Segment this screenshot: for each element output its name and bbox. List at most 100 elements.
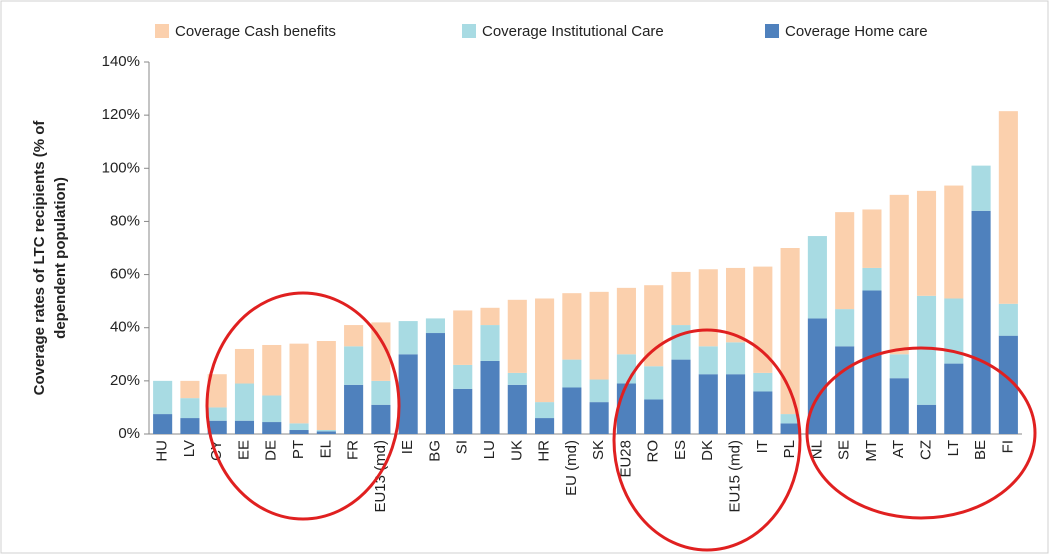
bar-segment (507, 384, 527, 434)
bar-segment (644, 366, 664, 400)
x-tick-label: LU (481, 440, 498, 459)
bar-segment (234, 383, 255, 421)
bar-segment (480, 307, 500, 326)
bar-segment (453, 310, 473, 365)
bar-segment (316, 430, 336, 432)
x-tick-label: ES (672, 440, 689, 460)
bar-segment (207, 374, 227, 408)
highlight-circle (805, 346, 1037, 520)
bar-segment (425, 333, 446, 434)
bar-segment (835, 346, 855, 434)
x-tick-label: EU13 (md) (372, 440, 389, 513)
x-tick-label: IE (399, 440, 416, 454)
y-tick-label: 120% (102, 106, 140, 123)
legend-swatch (765, 24, 779, 38)
x-tick-label: LV (181, 440, 198, 457)
bar-segment (180, 380, 200, 399)
bar-segment (562, 359, 582, 388)
annotations (205, 291, 1037, 552)
bar-segment (207, 420, 227, 434)
bar-segment (180, 418, 200, 434)
bar-segment (425, 318, 446, 334)
bar-segment (234, 348, 255, 384)
bar-segment (807, 318, 827, 434)
bar-segment (589, 291, 609, 380)
bar-segment (153, 380, 173, 415)
bar-segment (289, 343, 309, 424)
x-tick-label: EU28 (617, 440, 634, 478)
bar-segment (262, 344, 282, 396)
x-tick-label: FI (999, 440, 1016, 453)
bar-segment (671, 325, 691, 360)
bar-segment (262, 395, 282, 423)
plot: 0% 20% 40% 60% 80% 100% 120% 140% Coverage rates… (31, 23, 1022, 513)
y-tick-label: 40% (110, 319, 140, 336)
bar-segment (507, 372, 527, 385)
bar-segment (316, 431, 336, 434)
bar-segment (862, 267, 882, 291)
bar-segment (698, 346, 718, 375)
bar-segment (725, 267, 746, 343)
bar-segment (698, 269, 718, 347)
bar-segment (944, 298, 964, 364)
bar-segment (916, 404, 937, 434)
x-tick-label: PL (781, 440, 798, 458)
bar-segment (207, 407, 227, 421)
x-tick-label: AT (890, 440, 907, 458)
bar-segment (562, 387, 582, 434)
bar-segment (725, 342, 746, 375)
bar-segment (616, 354, 636, 384)
bar-segment (971, 165, 991, 211)
x-tick-label: EU (md) (563, 440, 580, 496)
y-tick-label: 0% (118, 425, 140, 442)
bar-segment (262, 422, 282, 434)
bar-segment (153, 414, 173, 434)
bar-segment (616, 287, 636, 355)
bar-segment (453, 388, 473, 434)
bar-segment (589, 379, 609, 403)
y-tick-label: 80% (110, 212, 140, 229)
bar-segment (398, 354, 418, 434)
bar-segment (725, 374, 746, 434)
bar-segment (780, 248, 800, 415)
bar-segment (862, 290, 882, 434)
bar-segment (371, 404, 391, 434)
x-tick-label: FR (345, 440, 362, 460)
x-tick-label: NL (808, 440, 825, 459)
x-tick-label: LT (945, 440, 962, 456)
bar-segment (344, 325, 364, 347)
bar-segment (453, 364, 473, 389)
x-tick-label: EL (317, 440, 334, 458)
bar-segment (944, 363, 964, 434)
x-tick-label: MT (863, 440, 880, 462)
y-axis-label: Coverage rates of LTC recipients (% of (31, 120, 48, 396)
bar-segment (371, 322, 391, 381)
bar-segment (589, 402, 609, 434)
bar-segment (780, 414, 800, 424)
bar-segment (289, 430, 309, 434)
bar-segment (753, 391, 773, 434)
x-tick-label: BG (426, 440, 443, 462)
bar-segment (234, 420, 255, 434)
x-tick-label: DK (699, 440, 716, 461)
x-tick-label: SI (454, 440, 471, 454)
bar-segment (344, 384, 364, 434)
y-tick-label: 100% (102, 159, 140, 176)
bar-segment (562, 293, 582, 360)
x-tick-label: SK (590, 440, 607, 460)
y-tick-label: 140% (102, 53, 140, 70)
bar-segment (807, 236, 827, 319)
bar-segment (371, 380, 391, 405)
bar-segment (944, 185, 964, 299)
bar-segment (480, 325, 500, 361)
highlight-circle (612, 328, 802, 552)
bar-segment (289, 423, 309, 431)
bar-segment (616, 383, 636, 434)
bar-segment (916, 295, 937, 405)
y-tick-label: 60% (110, 266, 140, 283)
bar-segment (780, 423, 800, 434)
legend-label: Coverage Institutional Care (482, 23, 664, 40)
highlight-circle (205, 291, 401, 521)
bar-segment (998, 335, 1018, 434)
